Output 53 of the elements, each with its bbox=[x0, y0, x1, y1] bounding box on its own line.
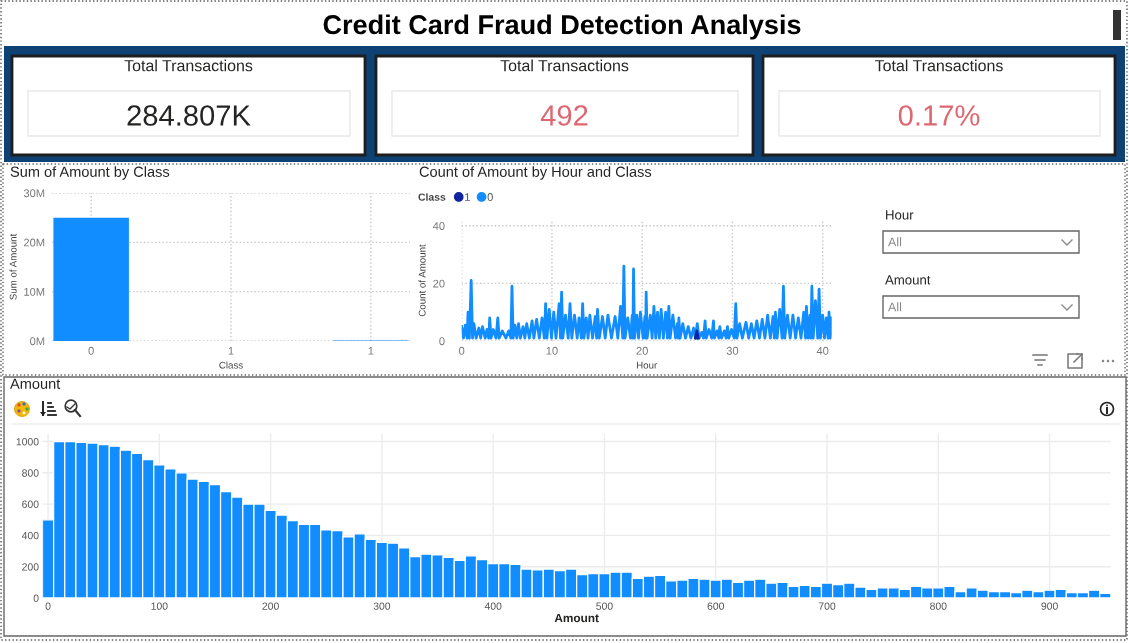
y-tick-label: 400 bbox=[21, 531, 39, 540]
x-tick-label: 700 bbox=[818, 602, 836, 610]
x-tick-label: 1 bbox=[368, 346, 374, 355]
text: Total Transactions bbox=[500, 59, 629, 72]
y-tick-label: 0M bbox=[30, 337, 45, 346]
x-axis-title: Hour bbox=[636, 361, 658, 369]
text: All bbox=[888, 302, 902, 312]
x-tick-label: 200 bbox=[262, 602, 279, 610]
y-tick-label: 20M bbox=[24, 238, 45, 247]
text: All bbox=[888, 237, 902, 247]
y-tick-label: 800 bbox=[22, 469, 39, 477]
y-tick-label: 200 bbox=[22, 563, 39, 571]
legend-label: 0 bbox=[487, 193, 493, 201]
x-tick-label: 500 bbox=[596, 602, 613, 610]
text: Amount bbox=[885, 275, 931, 285]
legend-title: Class bbox=[418, 193, 446, 201]
chart-title: Count of Amount by Hour and Class bbox=[419, 166, 652, 180]
text: 0.17% bbox=[898, 105, 980, 126]
y-axis-title: Sum of Amount bbox=[9, 233, 17, 300]
x-tick-label: 0 bbox=[45, 602, 51, 610]
x-tick-label: 100 bbox=[151, 602, 168, 610]
y-tick-label: 40 bbox=[432, 222, 445, 230]
x-tick-label: 0 bbox=[459, 346, 465, 355]
x-tick-label: 30 bbox=[726, 346, 739, 355]
x-tick-label: 800 bbox=[930, 602, 947, 610]
text: 284.807K bbox=[127, 105, 251, 126]
x-tick-label: 10 bbox=[546, 346, 558, 355]
chart-title: Sum of Amount by Class bbox=[10, 166, 170, 180]
x-tick-label: 20 bbox=[636, 346, 648, 355]
x-tick-label: 600 bbox=[707, 602, 725, 610]
text: Total Transactions bbox=[124, 59, 253, 72]
y-tick-label: 30M bbox=[23, 189, 45, 198]
y-tick-label: 0 bbox=[33, 594, 39, 602]
x-tick-label: 400 bbox=[484, 602, 502, 610]
chart-title: Amount bbox=[10, 378, 61, 389]
y-tick-label: 1000 bbox=[16, 438, 39, 446]
x-axis-title: Amount bbox=[554, 613, 599, 623]
x-axis-title: Class bbox=[219, 361, 243, 369]
x-tick-label: 40 bbox=[816, 346, 829, 355]
y-tick-label: 600 bbox=[22, 500, 39, 508]
x-tick-label: 1 bbox=[228, 346, 234, 355]
x-tick-label: 300 bbox=[373, 602, 391, 610]
y-axis-title: Count of Amount bbox=[418, 244, 426, 317]
legend-label: 1 bbox=[465, 193, 470, 201]
x-tick-label: 900 bbox=[1041, 602, 1058, 610]
y-tick-label: 20 bbox=[433, 279, 445, 288]
y-tick-label: 0 bbox=[439, 337, 445, 346]
x-tick-label: 0 bbox=[88, 346, 94, 355]
y-tick-label: 10M bbox=[24, 287, 45, 296]
text: Credit Card Fraud Detection Analysis bbox=[323, 14, 801, 40]
text: 492 bbox=[540, 105, 588, 126]
text: Total Transactions bbox=[875, 59, 1003, 72]
text: Hour bbox=[886, 210, 914, 220]
